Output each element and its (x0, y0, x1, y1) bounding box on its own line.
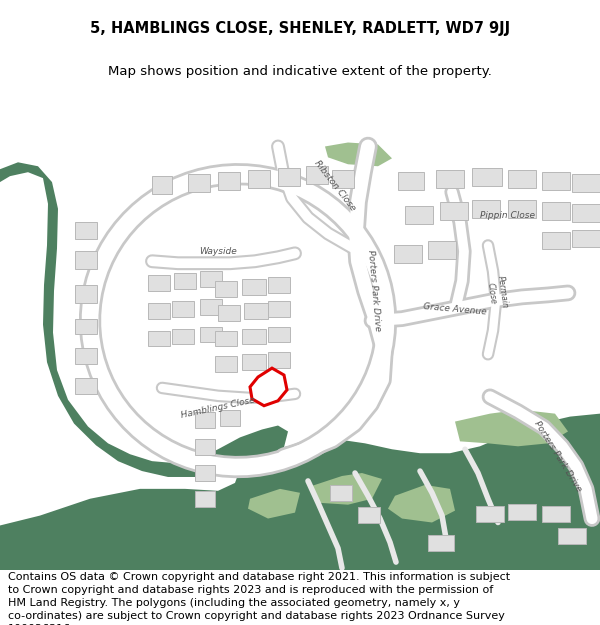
Bar (558, 529, 586, 544)
Bar (220, 410, 240, 426)
Bar (268, 277, 290, 293)
Bar (332, 170, 354, 188)
Bar (330, 485, 352, 501)
Bar (542, 506, 570, 521)
Bar (440, 202, 468, 219)
Polygon shape (0, 414, 600, 570)
Bar (242, 354, 266, 370)
Bar (218, 305, 240, 321)
Text: Pippin Close: Pippin Close (481, 211, 536, 220)
Bar (572, 204, 600, 222)
Bar (200, 299, 222, 315)
Polygon shape (248, 489, 300, 519)
Bar (174, 273, 196, 289)
Bar (215, 331, 237, 346)
Bar (195, 412, 215, 428)
Bar (476, 506, 504, 521)
Polygon shape (325, 142, 392, 166)
Bar (188, 174, 210, 192)
Bar (215, 281, 237, 297)
Bar (75, 251, 97, 269)
Text: 5, HAMBLINGS CLOSE, SHENLEY, RADLETT, WD7 9JJ: 5, HAMBLINGS CLOSE, SHENLEY, RADLETT, WD… (90, 21, 510, 36)
Bar (268, 301, 290, 317)
Bar (508, 504, 536, 519)
Bar (244, 302, 268, 319)
Text: Hamblings Close: Hamblings Close (180, 396, 256, 420)
Bar (75, 378, 97, 394)
Bar (242, 279, 266, 295)
Bar (542, 172, 570, 190)
Polygon shape (388, 485, 455, 522)
Polygon shape (250, 368, 287, 406)
Bar (152, 176, 172, 194)
Bar (428, 536, 454, 551)
Text: Ribston Close: Ribston Close (313, 159, 358, 213)
Text: Porters Park Drive: Porters Park Drive (533, 419, 583, 493)
Bar (75, 222, 97, 239)
Bar (268, 326, 290, 342)
Bar (172, 301, 194, 317)
Bar (472, 200, 500, 217)
Bar (358, 507, 380, 522)
Bar (428, 241, 456, 259)
Bar (248, 170, 270, 188)
Bar (394, 246, 422, 263)
Bar (195, 465, 215, 481)
Bar (268, 352, 290, 368)
Bar (218, 172, 240, 190)
Bar (148, 302, 170, 319)
Bar (278, 168, 300, 186)
Bar (405, 206, 433, 224)
Polygon shape (0, 162, 288, 477)
Bar (75, 285, 97, 302)
Bar (508, 200, 536, 217)
Bar (200, 326, 222, 342)
Text: Wayside: Wayside (199, 247, 237, 256)
Bar (75, 319, 97, 334)
Text: Grace Avenue: Grace Avenue (423, 302, 487, 317)
Bar (195, 491, 215, 507)
Bar (148, 331, 170, 346)
Bar (572, 174, 600, 192)
Bar (242, 329, 266, 344)
Bar (398, 172, 424, 190)
Bar (306, 166, 328, 184)
Text: Map shows position and indicative extent of the property.: Map shows position and indicative extent… (108, 64, 492, 78)
Bar (215, 356, 237, 372)
Bar (148, 275, 170, 291)
Bar (436, 170, 464, 188)
Bar (542, 202, 570, 219)
Polygon shape (312, 473, 382, 505)
Bar (508, 170, 536, 188)
Text: Contains OS data © Crown copyright and database right 2021. This information is : Contains OS data © Crown copyright and d… (8, 572, 510, 625)
Bar (172, 329, 194, 344)
Text: Porters Park Drive: Porters Park Drive (366, 250, 382, 332)
Bar (472, 168, 502, 186)
Text: Permain
Close: Permain Close (485, 275, 509, 311)
Polygon shape (455, 410, 568, 446)
Bar (572, 229, 600, 248)
Bar (75, 348, 97, 364)
Bar (195, 439, 215, 455)
Bar (200, 271, 222, 287)
Bar (542, 231, 570, 249)
